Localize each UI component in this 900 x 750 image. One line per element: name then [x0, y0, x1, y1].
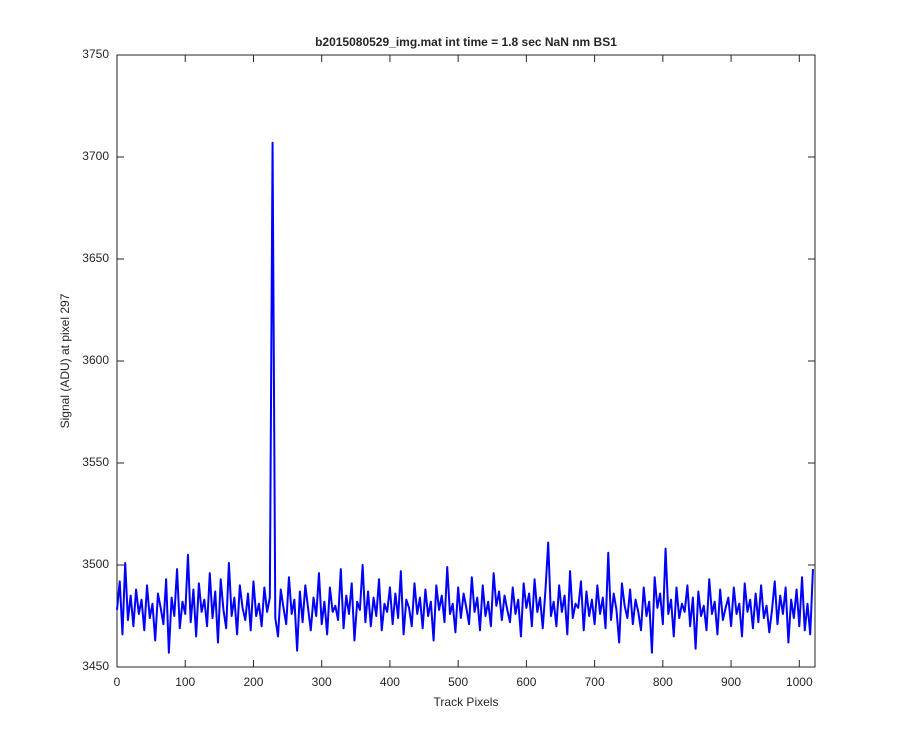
plot-frame — [116, 54, 816, 668]
x-tick-label: 0 — [114, 675, 121, 689]
y-tick-label: 3750 — [82, 47, 109, 61]
x-tick-label: 200 — [243, 675, 263, 689]
x-tick-label: 400 — [380, 675, 400, 689]
x-tick-label: 900 — [721, 675, 741, 689]
x-tick-label: 1000 — [786, 675, 813, 689]
x-tick-label: 100 — [175, 675, 195, 689]
x-tick-label: 500 — [448, 675, 468, 689]
x-tick-label: 800 — [653, 675, 673, 689]
x-tick-label: 300 — [312, 675, 332, 689]
y-tick-label: 3650 — [82, 251, 109, 265]
chart-title: b2015080529_img.mat int time = 1.8 sec N… — [315, 35, 617, 49]
y-tick-label: 3700 — [82, 149, 109, 163]
x-tick-label: 600 — [516, 675, 536, 689]
y-axis-label: Signal (ADU) at pixel 297 — [58, 293, 72, 428]
y-tick-label: 3600 — [82, 353, 109, 367]
y-tick-label: 3450 — [82, 659, 109, 673]
x-tick-label: 700 — [585, 675, 605, 689]
x-axis-label: Track Pixels — [434, 695, 499, 709]
y-tick-label: 3500 — [82, 557, 109, 571]
data-line — [116, 141, 814, 654]
y-tick-label: 3550 — [82, 455, 109, 469]
